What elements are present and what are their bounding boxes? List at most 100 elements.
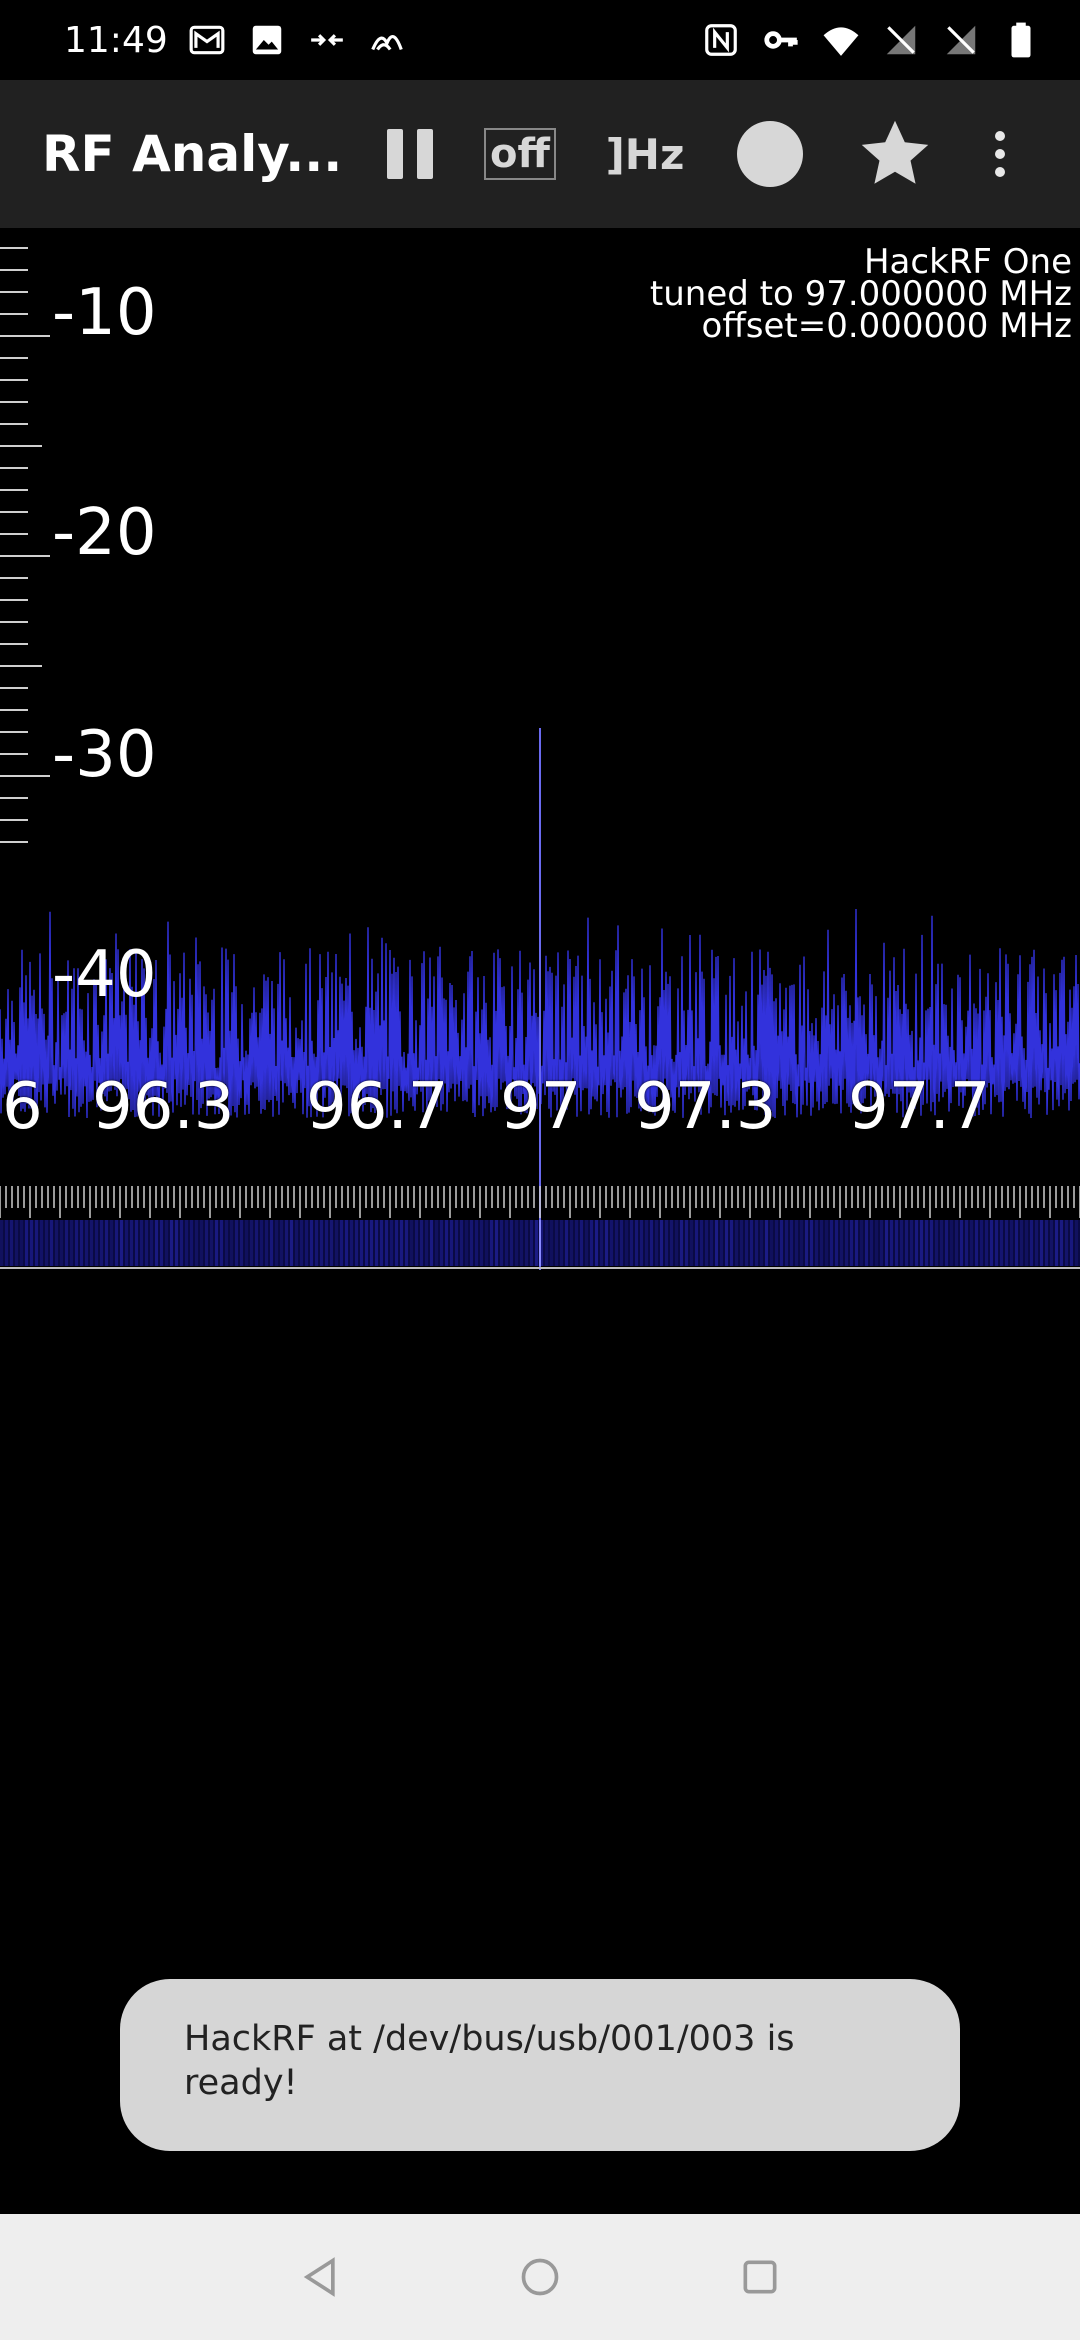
waterfall-line xyxy=(610,1220,613,1266)
signal-wave-icon xyxy=(371,35,403,51)
waterfall-line xyxy=(210,1220,213,1266)
waterfall-line xyxy=(390,1220,393,1266)
waterfall-line xyxy=(170,1220,173,1266)
waterfall-line xyxy=(5,1220,8,1266)
waterfall-line xyxy=(20,1220,23,1266)
waterfall-line xyxy=(645,1220,648,1266)
waterfall-line xyxy=(360,1220,363,1266)
waterfall-line xyxy=(580,1220,583,1266)
waterfall-line xyxy=(825,1220,828,1266)
waterfall-line xyxy=(1065,1220,1068,1266)
waterfall-line xyxy=(110,1220,113,1266)
waterfall-line xyxy=(275,1220,278,1266)
recents-icon xyxy=(743,2260,777,2294)
waterfall-line xyxy=(505,1220,508,1266)
waterfall-line xyxy=(490,1220,493,1266)
waterfall-line xyxy=(1010,1220,1013,1266)
star-icon xyxy=(861,120,929,184)
waterfall-line xyxy=(725,1220,728,1266)
waterfall-line xyxy=(75,1220,78,1266)
record-button[interactable] xyxy=(710,80,830,228)
waterfall-line xyxy=(675,1220,678,1266)
bookmark-button[interactable] xyxy=(830,80,960,228)
waterfall-line xyxy=(345,1220,348,1266)
waterfall-line xyxy=(690,1220,693,1266)
waterfall-line xyxy=(850,1220,853,1266)
waterfall-line xyxy=(15,1220,18,1266)
waterfall-line xyxy=(565,1220,568,1266)
waterfall-line xyxy=(455,1220,458,1266)
waterfall-line xyxy=(340,1220,343,1266)
waterfall-line xyxy=(175,1220,178,1266)
waterfall-line xyxy=(535,1220,538,1266)
waterfall-line xyxy=(590,1220,593,1266)
waterfall-line xyxy=(1025,1220,1028,1266)
waterfall-line xyxy=(820,1220,823,1266)
battery-icon xyxy=(1011,22,1031,58)
device-info: HackRF One tuned to 97.000000 MHz offset… xyxy=(650,245,1072,343)
waterfall-line xyxy=(460,1220,463,1266)
waterfall-line xyxy=(515,1220,518,1266)
waterfall-line xyxy=(315,1220,318,1266)
x-axis-label: 6 xyxy=(2,1070,43,1144)
waterfall-line xyxy=(380,1220,383,1266)
waterfall-line xyxy=(815,1220,818,1266)
waterfall-line xyxy=(105,1220,108,1266)
waterfall-line xyxy=(1000,1220,1003,1266)
waterfall-line xyxy=(305,1220,308,1266)
waterfall-line xyxy=(385,1220,388,1266)
waterfall-line xyxy=(95,1220,98,1266)
waterfall-line xyxy=(125,1220,128,1266)
waterfall-line xyxy=(970,1220,973,1266)
averaging-off-button[interactable]: off xyxy=(460,80,580,228)
waterfall-line xyxy=(1015,1220,1018,1266)
waterfall-line xyxy=(85,1220,88,1266)
waterfall-line xyxy=(365,1220,368,1266)
waterfall-line xyxy=(865,1220,868,1266)
waterfall-line xyxy=(630,1220,633,1266)
waterfall-line xyxy=(10,1220,13,1266)
spectrum-view[interactable]: -10 -20 -30 -40 6 96.3 96.7 97 97.3 97.7… xyxy=(0,228,1080,1270)
waterfall-line xyxy=(795,1220,798,1266)
waterfall-line xyxy=(0,1220,3,1266)
waterfall-line xyxy=(945,1220,948,1266)
back-button[interactable] xyxy=(210,2214,430,2340)
waterfall-line xyxy=(770,1220,773,1266)
waterfall-line xyxy=(90,1220,93,1266)
waterfall-line xyxy=(265,1220,268,1266)
waterfall-line xyxy=(640,1220,643,1266)
waterfall-line xyxy=(660,1220,663,1266)
waterfall-line xyxy=(190,1220,193,1266)
waterfall-line xyxy=(465,1220,468,1266)
frequency-button[interactable]: ]Hz xyxy=(580,80,710,228)
waterfall-line xyxy=(180,1220,183,1266)
data-transfer-icon xyxy=(310,34,343,46)
waterfall-line xyxy=(595,1220,598,1266)
waterfall-line xyxy=(775,1220,778,1266)
toast-message: HackRF at /dev/bus/usb/001/003 is ready! xyxy=(120,1979,960,2151)
waterfall-line xyxy=(765,1220,768,1266)
y-axis-label: -30 xyxy=(52,718,157,792)
more-options-button[interactable] xyxy=(960,80,1040,228)
waterfall-line xyxy=(205,1220,208,1266)
waterfall-line xyxy=(735,1220,738,1266)
waterfall-line xyxy=(750,1220,753,1266)
waterfall-line xyxy=(745,1220,748,1266)
gmail-icon xyxy=(189,25,225,55)
pause-icon xyxy=(387,129,403,179)
waterfall-line xyxy=(955,1220,958,1266)
waterfall-line xyxy=(550,1220,553,1266)
home-button[interactable] xyxy=(430,2214,650,2340)
waterfall-line xyxy=(435,1220,438,1266)
waterfall-line xyxy=(785,1220,788,1266)
waterfall-line xyxy=(625,1220,628,1266)
waterfall-line xyxy=(905,1220,908,1266)
x-axis-label: 96.3 xyxy=(92,1070,235,1144)
waterfall-line xyxy=(230,1220,233,1266)
pause-button[interactable] xyxy=(360,80,460,228)
waterfall-line xyxy=(145,1220,148,1266)
recents-button[interactable] xyxy=(650,2214,870,2340)
waterfall-line xyxy=(45,1220,48,1266)
waterfall-line xyxy=(185,1220,188,1266)
waterfall-line xyxy=(245,1220,248,1266)
